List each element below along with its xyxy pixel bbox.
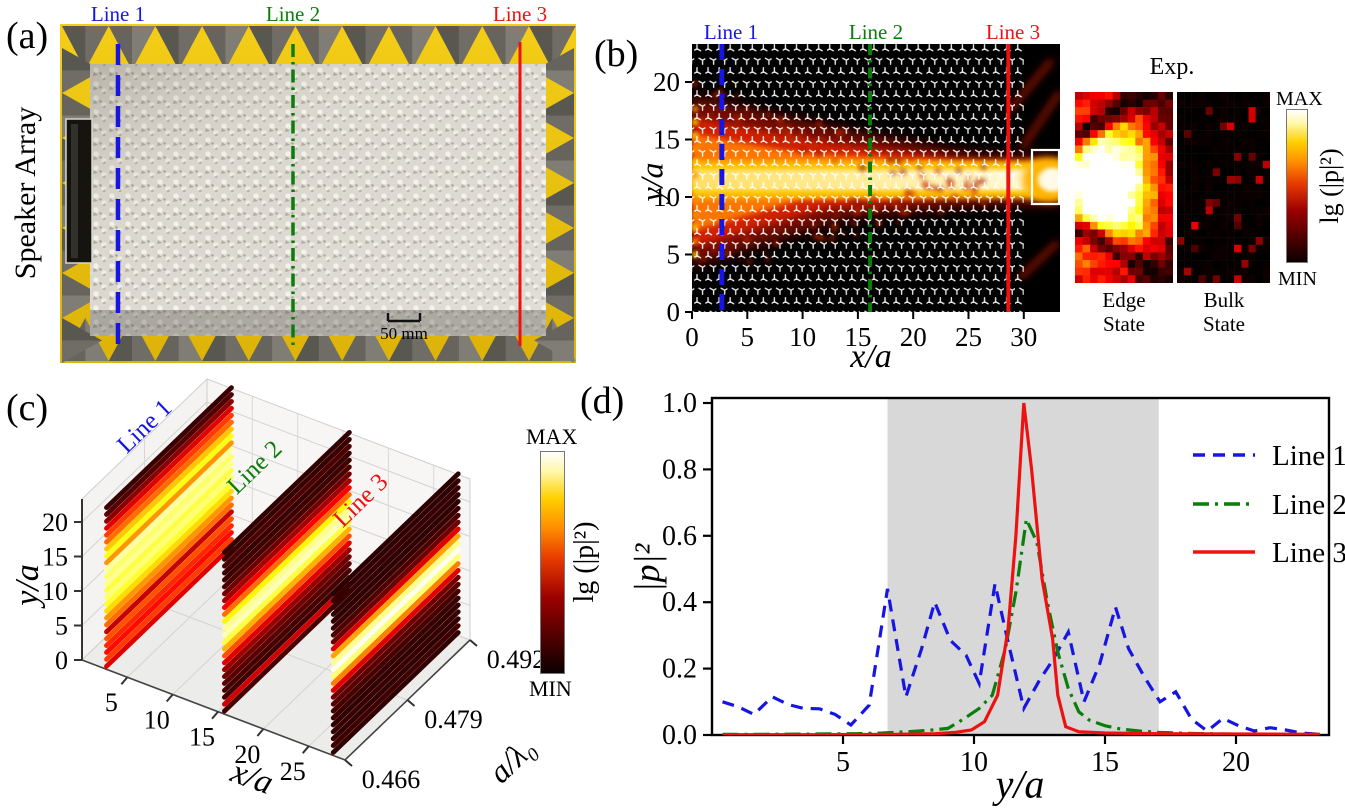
panel-c-ztick: 0.466 bbox=[362, 765, 421, 794]
panel-c-ytick: 20 bbox=[42, 508, 68, 537]
panel-b-axes: 0 5 10 15 20 25 30 0 5 10 15 20 bbox=[653, 67, 1037, 352]
colorbar-c bbox=[540, 451, 565, 674]
colorbar-b-max: MAX bbox=[1276, 88, 1323, 110]
slice-line-2 bbox=[221, 430, 352, 714]
scale-bar bbox=[386, 313, 422, 323]
panel-b-xtick: 10 bbox=[789, 322, 816, 352]
panel-c-ytick: 5 bbox=[55, 612, 68, 641]
panel-b-ylabel: y/a bbox=[633, 162, 670, 202]
panel-b-ytick: 15 bbox=[653, 125, 680, 155]
series-line-2 bbox=[722, 513, 1320, 735]
panel-c-ylabel: y/a bbox=[9, 564, 46, 606]
speaker-array-photo bbox=[60, 24, 576, 363]
panel-b-ytick: 0 bbox=[667, 297, 681, 327]
bulk-state-label: Bulk State bbox=[1203, 288, 1245, 337]
panel-b-ytick: 20 bbox=[653, 67, 680, 97]
panel-d-xtick: 10 bbox=[960, 747, 988, 778]
legend-label: Line 2 bbox=[1272, 489, 1345, 521]
colorbar-c-max: MAX bbox=[526, 424, 578, 449]
edge-state-label: Edge State bbox=[1102, 288, 1146, 337]
panel-d-xlabel: y/a bbox=[995, 761, 1045, 807]
panel-d-ylabel: |p|² bbox=[627, 543, 667, 593]
series-line-3 bbox=[722, 402, 1320, 735]
panel-b-xlabel: x/a bbox=[850, 338, 892, 375]
panel-d-xtick: 5 bbox=[836, 747, 850, 778]
panel-d-ytick: 0.6 bbox=[662, 521, 697, 552]
panel-d-series bbox=[722, 402, 1320, 735]
panel-b-line2-label: Line 2 bbox=[848, 20, 904, 44]
panel-c-ticks: 0 5 10 15 20 5 10 15 20 25 0.466 0.479 0.492 bbox=[42, 508, 545, 794]
bulk-state-heatmap bbox=[1177, 92, 1270, 283]
legend-label: Line 3 bbox=[1272, 537, 1345, 569]
field-heatmap: 0 5 10 15 20 25 30 0 5 10 15 20 bbox=[653, 44, 1061, 352]
panel-a-label: (a) bbox=[6, 15, 49, 57]
panel-d-ytick: 0.0 bbox=[662, 720, 697, 751]
panel-b-xtick: 25 bbox=[955, 322, 982, 352]
panel-b-ytick: 10 bbox=[653, 182, 680, 212]
colorbar-b-label: lg (|p|²) bbox=[1315, 148, 1344, 224]
colorbar-c-label: lg (|p|²) bbox=[569, 521, 600, 603]
slice-line-1 bbox=[104, 385, 234, 669]
panel-a-line3-label: Line 3 bbox=[492, 2, 548, 26]
panel-d-frame bbox=[710, 396, 1331, 737]
colorbar-b-min: MIN bbox=[1278, 268, 1317, 290]
outlet-rect bbox=[1030, 148, 1061, 206]
panel-a-line2-label: Line 2 bbox=[265, 2, 321, 26]
panel-b-line3-label: Line 3 bbox=[985, 20, 1041, 44]
heatmap-plot-area bbox=[692, 44, 1060, 312]
panel-d-ytick: 0.4 bbox=[662, 587, 697, 618]
colorbar-c-min: MIN bbox=[529, 676, 572, 701]
panel-d-legend: Line 1 Line 2 Line 3 bbox=[1193, 440, 1345, 569]
legend-label: Line 1 bbox=[1272, 440, 1345, 472]
panel-d-xtick: 15 bbox=[1091, 747, 1119, 778]
series-line-1 bbox=[722, 583, 1320, 735]
panel-b-ytick: 5 bbox=[667, 240, 681, 270]
panel-c-ytick: 10 bbox=[42, 577, 68, 606]
edge-state-band bbox=[887, 399, 1159, 734]
panel-c-ytick: 0 bbox=[55, 646, 68, 675]
exp-title: Exp. bbox=[1149, 54, 1195, 80]
panel-d-xtick: 20 bbox=[1222, 747, 1250, 778]
panel-b-line1-label: Line 1 bbox=[703, 20, 759, 44]
scale-bar-label: 50 mm bbox=[380, 324, 428, 343]
panel-b-xtick: 0 bbox=[685, 322, 699, 352]
panel-a-line1-label: Line 1 bbox=[90, 2, 146, 26]
panel-c-ztick: 0.492 bbox=[487, 645, 546, 674]
panel-c-xtick: 20 bbox=[234, 740, 260, 769]
panel-c-label: (c) bbox=[6, 387, 49, 429]
panel-d-ytick: 0.2 bbox=[662, 654, 697, 685]
panel-b-xtick: 30 bbox=[1010, 322, 1037, 352]
slice-line-3 bbox=[330, 471, 461, 755]
panel-b-xtick: 15 bbox=[844, 322, 871, 352]
speaker-array-label: Speaker Array bbox=[9, 106, 42, 280]
colorbar-b bbox=[1286, 109, 1308, 263]
panel-d-label: (d) bbox=[580, 380, 625, 422]
panel-d-ytick: 0.8 bbox=[662, 454, 697, 485]
panel-d-ytick: 1.0 bbox=[662, 388, 697, 419]
panel-b-xtick: 20 bbox=[900, 322, 927, 352]
panel-b-xtick: 5 bbox=[741, 322, 755, 352]
panel-c-xtick: 5 bbox=[105, 688, 118, 717]
speaker-array-device bbox=[65, 118, 93, 264]
panel-d-axes: 5 10 15 20 0.0 0.2 0.4 0.6 0.8 1.0 bbox=[662, 388, 1250, 778]
panel-c-xtick: 15 bbox=[189, 723, 215, 752]
edge-state-heatmap bbox=[1075, 92, 1173, 283]
panel-c-xtick: 10 bbox=[144, 705, 170, 734]
panel-c-ytick: 15 bbox=[42, 543, 68, 572]
panel-c-xtick: 25 bbox=[280, 757, 306, 786]
panel-c-ztick: 0.479 bbox=[424, 705, 483, 734]
panel-b-label: (b) bbox=[594, 33, 639, 75]
